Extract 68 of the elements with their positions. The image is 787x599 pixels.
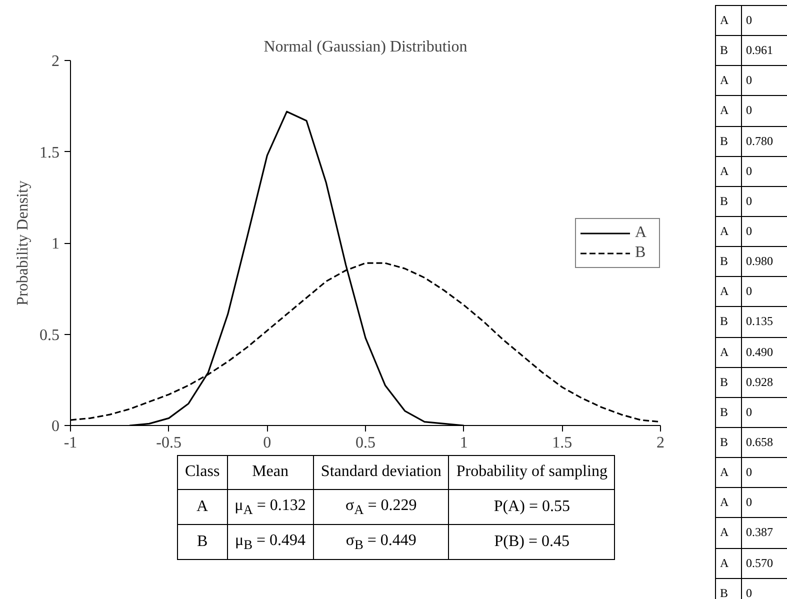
text: Class xyxy=(178,456,228,490)
text: 0 xyxy=(742,216,787,247)
text: 0 xyxy=(742,397,787,428)
text: B xyxy=(716,578,742,599)
y-tick-label: 0.5 xyxy=(40,326,60,344)
text: 0 xyxy=(742,186,787,216)
text: B xyxy=(716,306,742,338)
y-tick-label: 1 xyxy=(52,236,60,252)
x-tick-label: 1 xyxy=(460,434,468,452)
text: 0 xyxy=(742,66,787,96)
text: 0.658 xyxy=(742,427,787,458)
text: B xyxy=(716,36,742,66)
y-tick-label: 0 xyxy=(52,418,60,435)
y-axis-title: Probability Density xyxy=(14,180,32,306)
x-tick-label: 0 xyxy=(263,434,272,452)
x-tick-label: -0.5 xyxy=(156,434,182,452)
text: A xyxy=(716,156,742,186)
chart-title: Normal (Gaussian) Distribution xyxy=(264,38,468,56)
text: 0 xyxy=(742,578,787,599)
text: 0 xyxy=(742,488,787,518)
x-tick-label: 1.5 xyxy=(552,434,572,452)
text: 0.780 xyxy=(742,126,787,156)
text: P(B) = 0.45 xyxy=(448,524,615,560)
text: A xyxy=(716,518,742,548)
text: B xyxy=(716,397,742,428)
text: μ$_{B}$ = 0.494 xyxy=(227,524,314,560)
text: 0.980 xyxy=(742,246,787,277)
text: A xyxy=(716,66,742,96)
text: 0 xyxy=(742,6,787,36)
text: B xyxy=(716,126,742,156)
text: 0 xyxy=(742,156,787,186)
text: P(A) = 0.55 xyxy=(448,489,615,525)
text: μ$_{A}$ = 0.132 xyxy=(227,489,314,525)
text: σ$_{B}$ = 0.449 xyxy=(313,524,449,560)
text: A xyxy=(716,276,742,307)
text: σ$_{A}$ = 0.229 xyxy=(313,489,449,525)
text: 0.387 xyxy=(742,518,787,548)
text: A xyxy=(716,458,742,488)
x-tick-label: 2 xyxy=(656,434,664,452)
text: 0 xyxy=(742,276,787,307)
text: 0.928 xyxy=(742,367,787,398)
text: Standard deviation xyxy=(313,456,449,490)
y-tick-label: 2 xyxy=(52,53,60,70)
x-tick-label: -1 xyxy=(64,434,78,452)
text: B xyxy=(716,186,742,216)
text: 0 xyxy=(742,96,787,126)
text: A xyxy=(716,216,742,247)
text: Mean xyxy=(227,456,314,490)
text: A xyxy=(716,337,742,368)
x-tick-label: 0.5 xyxy=(356,434,376,452)
text: A xyxy=(716,6,742,36)
text: Probability of sampling xyxy=(448,456,615,490)
text: 0.961 xyxy=(742,36,787,66)
text: 0.135 xyxy=(742,306,787,338)
legend-label: B xyxy=(635,244,647,262)
text: B xyxy=(716,246,742,277)
text: A xyxy=(716,548,742,578)
y-tick-label: 1.5 xyxy=(40,144,60,162)
text: 0.570 xyxy=(742,548,787,578)
text: A xyxy=(716,96,742,126)
text: B xyxy=(716,427,742,458)
text: B xyxy=(178,524,228,560)
text: A xyxy=(178,489,228,525)
text: A xyxy=(716,488,742,518)
text: 0 xyxy=(742,458,787,488)
text: 0.490 xyxy=(742,337,787,368)
legend-label: A xyxy=(635,224,648,242)
text: B xyxy=(716,367,742,398)
